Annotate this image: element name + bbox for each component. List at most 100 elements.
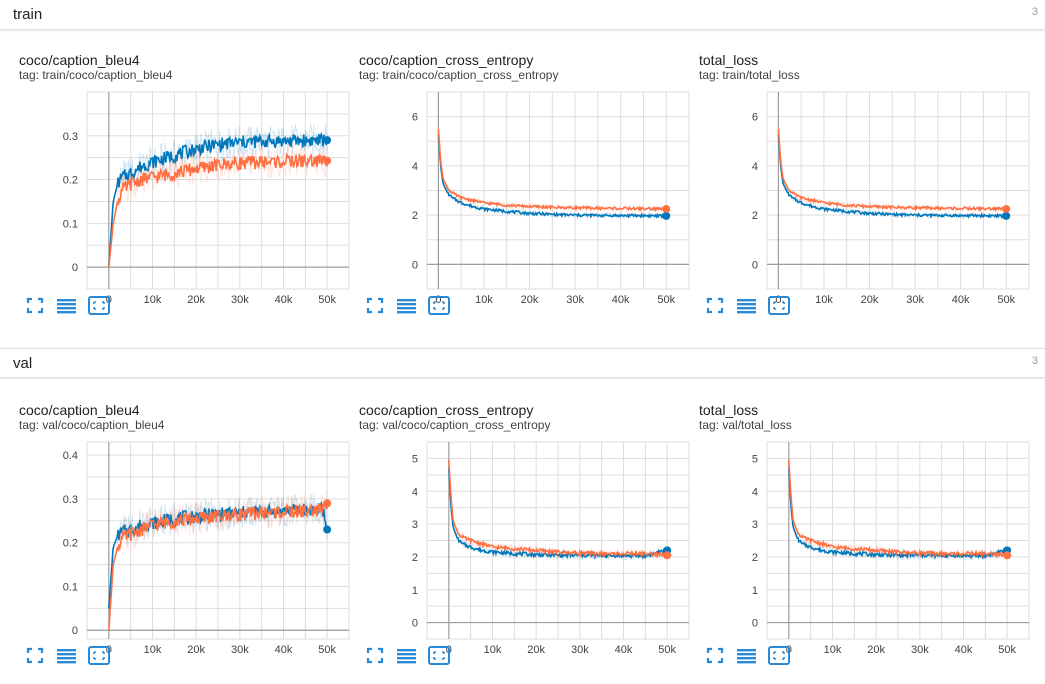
fit-domain-button[interactable]: [428, 646, 450, 666]
x-tick-label: 50k: [318, 294, 336, 306]
x-tick-label: 20k: [187, 644, 205, 656]
y-tick-label: 0.2: [63, 538, 78, 550]
log-scale-button[interactable]: [397, 296, 417, 316]
fit-domain-icon: [88, 646, 110, 665]
x-tick-label: 20k: [527, 644, 545, 656]
chart-card: total_loss tag: val/total_loss 0 10k 20k 30…: [680, 380, 1030, 670]
y-tick-label: 0.3: [63, 131, 78, 143]
y-tick-label: 2: [412, 552, 418, 564]
x-tick-label: 10k: [144, 644, 162, 656]
series-end-point: [663, 551, 672, 560]
x-tick-label: 0: [435, 294, 441, 306]
x-tick-label: 50k: [318, 644, 336, 656]
series-line: [108, 152, 328, 268]
chart-plot[interactable]: 0 10k 20k 30k 40k 50k 0 2 4 6: [680, 30, 1030, 320]
fullscreen-icon: [26, 647, 44, 664]
x-tick-label: 30k: [566, 294, 584, 306]
x-tick-label: 40k: [955, 644, 973, 656]
y-tick-label: 2: [752, 552, 758, 564]
chart-plot[interactable]: 0 10k 20k 30k 40k 50k 0 2 4 6: [340, 30, 690, 320]
y-tick-label: 3: [752, 519, 758, 531]
fullscreen-button[interactable]: [706, 646, 726, 666]
fullscreen-icon: [706, 297, 724, 314]
fullscreen-button[interactable]: [366, 296, 386, 316]
y-tick-label: 1: [752, 585, 758, 597]
y-tick-label: 6: [752, 112, 758, 124]
fit-domain-button[interactable]: [768, 646, 790, 666]
x-tick-label: 30k: [231, 294, 249, 306]
series-end-point: [323, 499, 332, 508]
series-line: [777, 128, 1007, 213]
chart-tag: tag: train/coco/caption_bleu4: [19, 68, 173, 82]
y-tick-label: 0: [412, 618, 418, 630]
section-header-train[interactable]: train 3: [0, 0, 1045, 30]
y-tick-label: 0: [752, 618, 758, 630]
section-name: train: [13, 6, 43, 23]
fullscreen-icon: [706, 647, 724, 664]
y-tick-label: 0: [72, 262, 78, 274]
y-tick-label: 2: [412, 210, 418, 222]
fit-domain-button[interactable]: [768, 296, 790, 316]
x-tick-label: 0: [775, 294, 781, 306]
x-tick-label: 50k: [998, 644, 1016, 656]
log-scale-button[interactable]: [57, 646, 77, 666]
fullscreen-icon: [366, 647, 384, 664]
section-header-val[interactable]: val 3: [0, 348, 1045, 378]
log-scale-button[interactable]: [737, 646, 757, 666]
x-tick-label: 10k: [824, 644, 842, 656]
y-tick-label: 4: [752, 161, 758, 173]
series-line: [448, 460, 668, 559]
chart-card: total_loss tag: train/total_loss 0 10k 20k…: [680, 30, 1030, 320]
series-line: [788, 468, 1008, 560]
x-tick-label: 50k: [658, 644, 676, 656]
section-count: 3: [1031, 6, 1038, 18]
chart-title: coco/caption_cross_entropy: [359, 52, 534, 68]
series-end-point: [662, 211, 671, 220]
log-scale-button[interactable]: [397, 646, 417, 666]
chart-card: coco/caption_bleu4 tag: val/coco/caption…: [0, 380, 350, 670]
x-tick-label: 50k: [997, 294, 1015, 306]
chart-title: total_loss: [699, 402, 759, 418]
x-tick-label: 40k: [275, 644, 293, 656]
series-line: [108, 501, 328, 631]
y-tick-label: 0: [412, 259, 418, 271]
series-line: [437, 128, 667, 213]
log-scale-button[interactable]: [57, 296, 77, 316]
chart-tag: tag: val/coco/caption_bleu4: [19, 418, 165, 432]
series-end-point: [1003, 551, 1012, 560]
chart-card: coco/caption_bleu4 tag: train/coco/capti…: [0, 30, 350, 320]
fullscreen-button[interactable]: [26, 646, 46, 666]
x-tick-label: 20k: [187, 294, 205, 306]
fullscreen-button[interactable]: [26, 296, 46, 316]
x-tick-label: 10k: [475, 294, 493, 306]
fit-domain-button[interactable]: [88, 646, 110, 666]
lines-icon: [57, 649, 76, 664]
fullscreen-icon: [366, 297, 384, 314]
chart-title: coco/caption_bleu4: [19, 52, 140, 68]
series-line: [448, 468, 668, 560]
y-tick-label: 0.1: [63, 218, 78, 230]
fit-domain-icon: [768, 646, 790, 665]
chart-card: coco/caption_cross_entropy tag: train/co…: [340, 30, 690, 320]
y-tick-label: 4: [412, 161, 418, 173]
fit-domain-button[interactable]: [88, 296, 110, 316]
y-tick-label: 1: [412, 585, 418, 597]
lines-icon: [737, 299, 756, 314]
fullscreen-button[interactable]: [706, 296, 726, 316]
x-tick-label: 10k: [144, 294, 162, 306]
lines-icon: [397, 299, 416, 314]
series-end-point: [662, 204, 671, 213]
fullscreen-button[interactable]: [366, 646, 386, 666]
y-tick-label: 0.4: [63, 450, 78, 462]
y-tick-label: 0.2: [63, 175, 78, 187]
fit-domain-button[interactable]: [428, 296, 450, 316]
series-line: [437, 133, 667, 219]
lines-icon: [397, 649, 416, 664]
log-scale-button[interactable]: [737, 296, 757, 316]
chart-title: coco/caption_bleu4: [19, 402, 140, 418]
x-tick-label: 30k: [906, 294, 924, 306]
